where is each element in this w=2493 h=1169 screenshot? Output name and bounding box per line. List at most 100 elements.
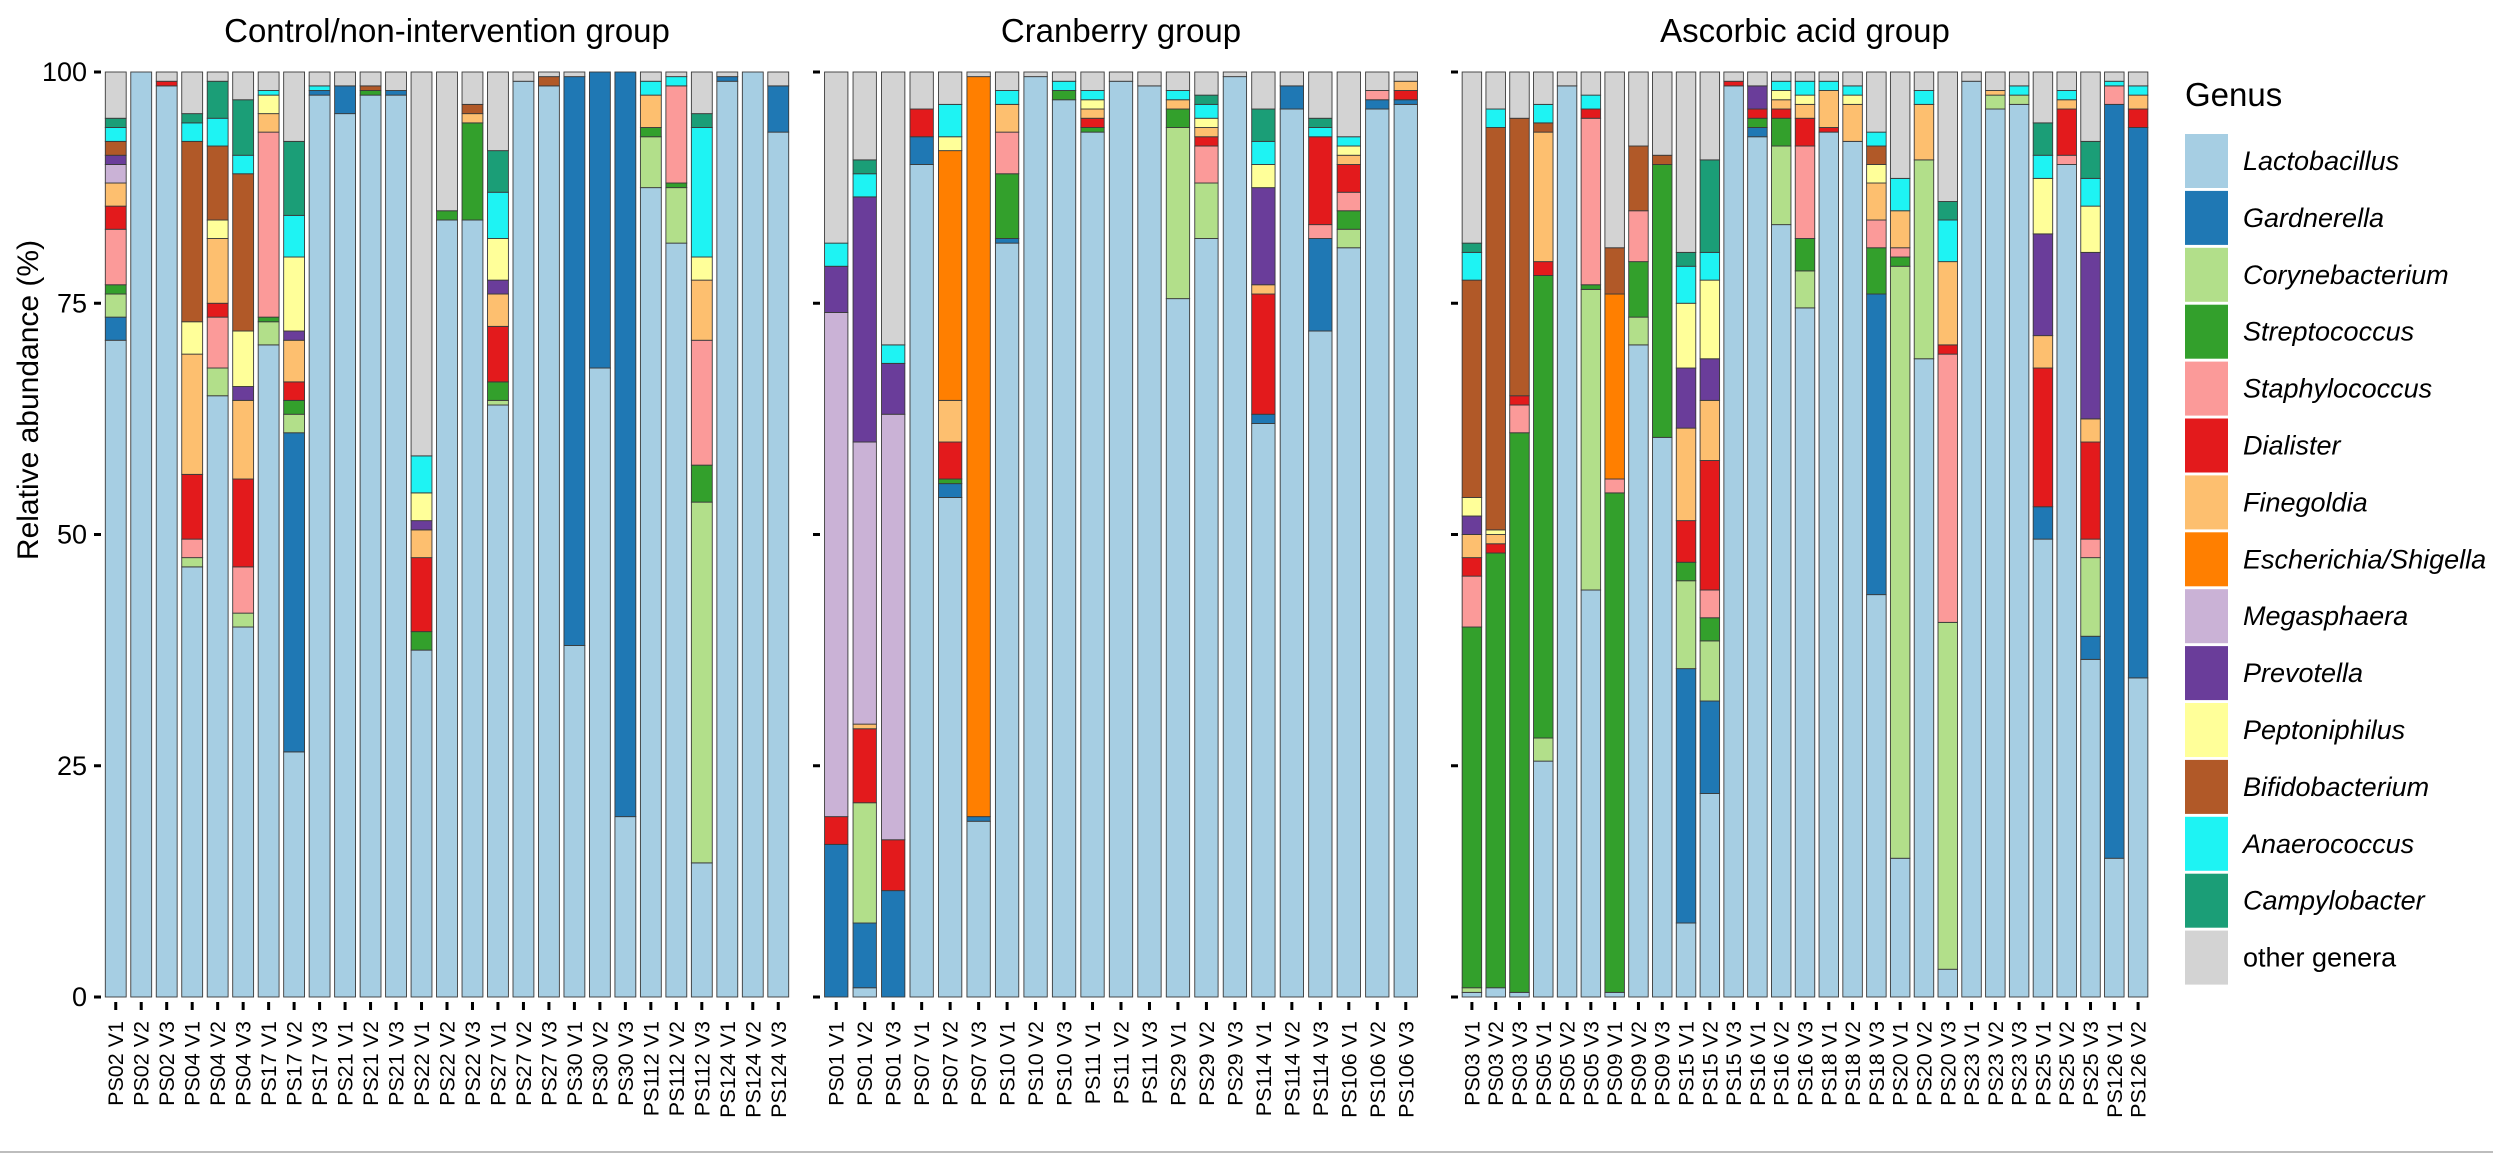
- segment-anaerococcus: [2008, 85, 2030, 96]
- segment-other-genera: [1194, 71, 1219, 96]
- legend-swatch: [2185, 532, 2228, 587]
- legend-item-dialister: Dialister: [2185, 418, 2342, 473]
- segment-prevotella: [2032, 233, 2054, 337]
- bar-ps27-v2: [512, 71, 535, 998]
- segment-anaerococcus: [206, 117, 229, 147]
- segment-dialister: [283, 381, 306, 401]
- segment-finegoldia: [1194, 127, 1219, 138]
- legend-item-corynebacterium: Corynebacterium: [2185, 247, 2449, 302]
- bar-ps16-v3: [1794, 71, 1816, 998]
- x-tick-label: PS11 V2: [1110, 1021, 1134, 1104]
- segment-bifidobacterium: [232, 173, 255, 332]
- segment-streptococcus: [1533, 275, 1554, 739]
- segment-streptococcus: [1771, 117, 1792, 147]
- y-tick-label: 25: [57, 751, 87, 781]
- segment-peptoniphilus: [1485, 529, 1506, 535]
- bar-ps126-v1: [2104, 71, 2125, 998]
- segment-finegoldia: [1080, 108, 1105, 119]
- segment-campylobacter: [181, 113, 204, 124]
- bar-ps112-v1: [639, 71, 662, 998]
- segment-bifidobacterium: [1628, 145, 1649, 212]
- x-tick-label: PS16 V2: [1770, 1021, 1794, 1106]
- segment-lactobacillus: [1194, 238, 1219, 998]
- segment-streptococcus: [1747, 117, 1768, 128]
- bar-ps05-v1: [1533, 71, 1554, 998]
- segment-peptoniphilus: [1794, 94, 1816, 105]
- segment-finegoldia: [1889, 210, 1911, 249]
- segment-other-genera: [1137, 71, 1162, 87]
- segment-dialister: [1937, 344, 1958, 355]
- segment-dialister: [2056, 108, 2077, 156]
- segment-streptococcus: [1628, 261, 1649, 318]
- segment-lactobacillus: [1675, 922, 1697, 998]
- bar-ps29-v2: [1194, 71, 1219, 998]
- segment-corynebacterium: [1699, 640, 1721, 702]
- segment-lactobacillus: [1652, 436, 1673, 998]
- segment-anaerococcus: [1842, 85, 1863, 96]
- segment-corynebacterium: [181, 557, 204, 568]
- legend-label: Escherichia/Shigella: [2243, 544, 2486, 574]
- segment-corynebacterium: [206, 367, 229, 397]
- segment-other-genera: [487, 71, 509, 152]
- segment-anaerococcus: [1051, 80, 1077, 91]
- segment-anaerococcus: [2080, 177, 2101, 207]
- segment-lactobacillus: [1866, 594, 1887, 998]
- legend-item-gardnerella: Gardnerella: [2185, 190, 2384, 245]
- segment-lactobacillus: [181, 566, 204, 998]
- segment-finegoldia: [461, 113, 484, 124]
- x-tick-label: PS106 V2: [1366, 1021, 1390, 1118]
- segment-dialister: [909, 108, 934, 138]
- segment-bifidobacterium: [461, 103, 484, 115]
- segment-other-genera: [155, 71, 178, 82]
- segment-other-genera: [1866, 71, 1887, 133]
- segment-lactobacillus: [1818, 131, 1839, 998]
- x-tick-label: PS126 V1: [2103, 1021, 2127, 1118]
- legend-item-lactobacillus: Lactobacillus: [2185, 134, 2399, 188]
- segment-corynebacterium: [1628, 316, 1649, 346]
- bar-ps17-v1: [257, 71, 280, 998]
- segment-gardnerella: [308, 90, 331, 96]
- legend-label: Corynebacterium: [2243, 260, 2449, 290]
- segment-finegoldia: [487, 293, 509, 327]
- segment-finegoldia: [1985, 90, 2006, 96]
- segment-prevotella: [104, 154, 127, 165]
- segment-peptoniphilus: [1194, 117, 1219, 128]
- segment-bifidobacterium: [1485, 127, 1506, 531]
- segment-corynebacterium: [1580, 288, 1602, 591]
- segment-dialister: [1794, 117, 1816, 147]
- segment-prevotella: [232, 386, 255, 401]
- segment-streptococcus: [1652, 164, 1673, 438]
- segment-streptococcus: [1699, 617, 1721, 642]
- segment-anaerococcus: [1533, 103, 1554, 124]
- segment-gardnerella: [1675, 668, 1697, 924]
- segment-staphylococcus: [2056, 154, 2077, 165]
- segment-streptococcus: [938, 478, 963, 485]
- bar-ps02-v3: [155, 71, 178, 998]
- panel-title: Control/non-intervention group: [224, 12, 670, 49]
- bar-ps23-v1: [1961, 71, 1982, 998]
- segment-peptoniphilus: [1675, 302, 1697, 369]
- x-tick-label: PS25 V2: [2055, 1021, 2079, 1106]
- segment-other-genera: [1818, 71, 1839, 82]
- segment-gardnerella: [1393, 99, 1418, 105]
- segment-finegoldia: [1165, 99, 1191, 110]
- y-tick-label: 75: [57, 288, 87, 318]
- segment-gardnerella: [716, 76, 739, 82]
- segment-finegoldia: [410, 529, 433, 559]
- segment-dialister: [1393, 90, 1418, 101]
- segment-streptococcus: [1336, 210, 1361, 230]
- bar-ps22-v3: [461, 71, 484, 998]
- segment-prevotella: [881, 362, 906, 415]
- segment-anaerococcus: [2056, 90, 2077, 101]
- segment-peptoniphilus: [690, 256, 713, 281]
- segment-streptococcus: [1485, 552, 1506, 989]
- legend-item-finegoldia: Finegoldia: [2185, 475, 2368, 530]
- segment-lactobacillus: [1699, 793, 1721, 998]
- legend-swatch: [2185, 475, 2228, 530]
- bar-ps07-v2: [938, 71, 963, 998]
- segment-dialister: [852, 728, 877, 804]
- segment-lactobacillus: [1165, 298, 1191, 998]
- segment-other-genera: [181, 71, 204, 115]
- segment-lactobacillus: [283, 751, 306, 998]
